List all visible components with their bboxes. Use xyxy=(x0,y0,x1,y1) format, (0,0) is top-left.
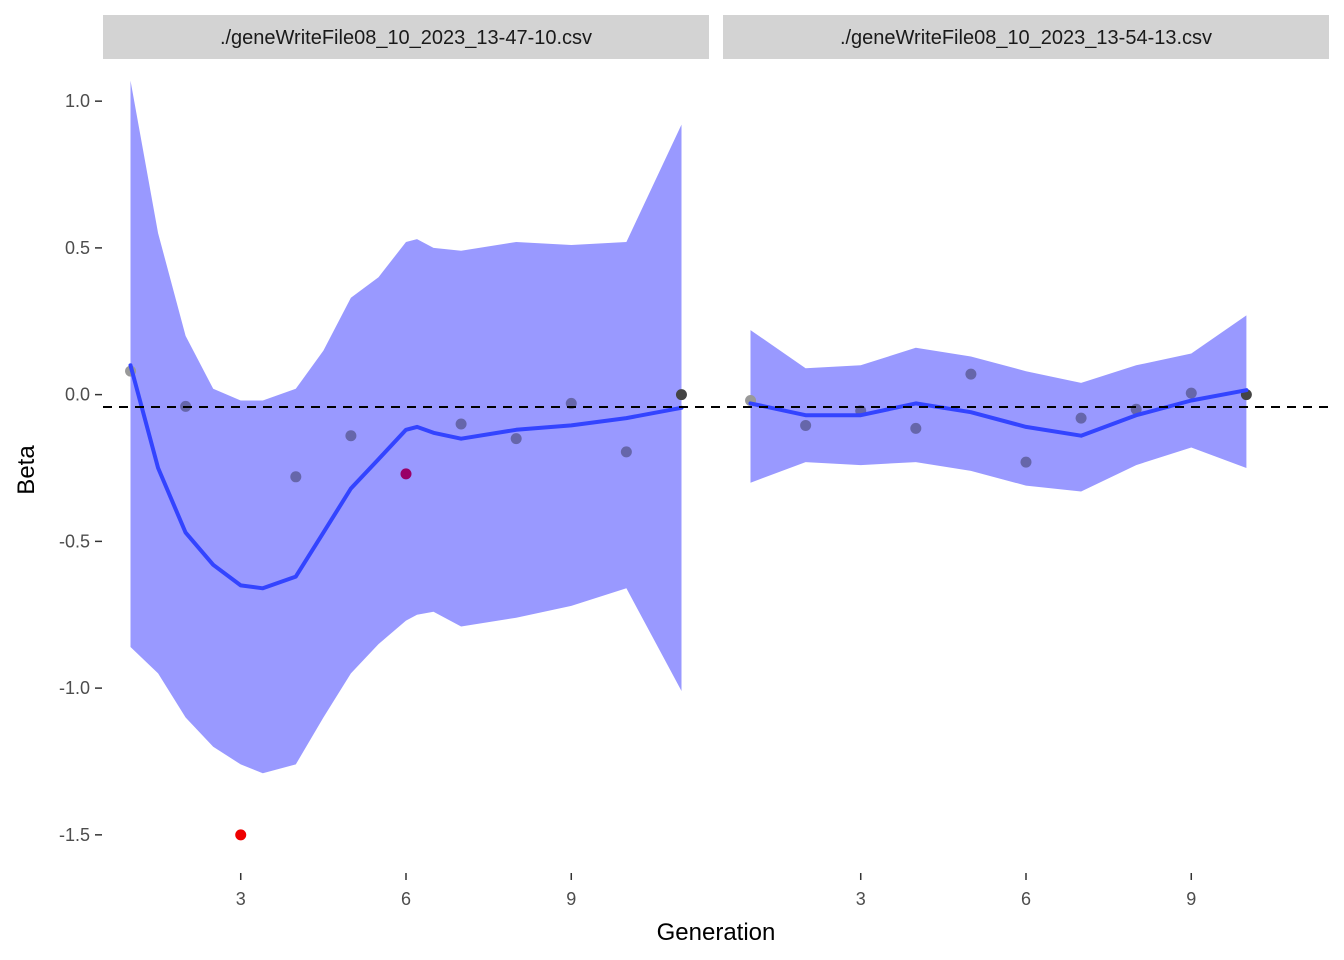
y-tick-label: 1.0 xyxy=(65,91,90,111)
y-axis-title: Beta xyxy=(13,445,40,495)
y-axis: 1.0 0.5 0.0 -0.5 -1.0 -1.5 xyxy=(59,91,102,845)
smooth-line xyxy=(128,363,684,591)
data-point xyxy=(400,468,412,480)
x-tick-label: 3 xyxy=(856,889,866,909)
facet-strip-background xyxy=(723,15,1329,59)
data-point xyxy=(510,433,522,445)
y-tick-label: 0.0 xyxy=(65,385,90,405)
facet-strip-label: ./geneWriteFile08_10_2023_13-54-13.csv xyxy=(840,27,1212,49)
y-tick-label: -0.5 xyxy=(59,531,90,551)
data-point xyxy=(345,430,357,442)
facet-strip: ./geneWriteFile08_10_2023_13-54-13.csv xyxy=(723,15,1329,59)
x-tick-label: 6 xyxy=(401,889,411,909)
confidence-ribbon xyxy=(750,315,1247,492)
confidence-ribbon xyxy=(130,80,682,774)
facet-strip-label: ./geneWriteFile08_10_2023_13-47-10.csv xyxy=(220,27,592,49)
data-point xyxy=(290,471,302,483)
data-point xyxy=(620,446,632,458)
data-point xyxy=(675,389,687,401)
data-point xyxy=(1075,412,1087,424)
data-point xyxy=(910,422,922,434)
x-axis-title: Generation xyxy=(657,919,776,946)
data-point xyxy=(1185,387,1197,399)
data-point xyxy=(1020,456,1032,468)
y-tick-label: -1.0 xyxy=(59,678,90,698)
x-axis: 3 6 9 xyxy=(856,873,1196,909)
x-tick-label: 9 xyxy=(1186,889,1196,909)
x-tick-label: 6 xyxy=(1021,889,1031,909)
facet-panel-1: ./geneWriteFile08_10_2023_13-47-10.csv 3 6… xyxy=(103,15,709,909)
data-point xyxy=(965,368,977,380)
data-point xyxy=(800,419,812,431)
facet-strip-background xyxy=(103,15,709,59)
facet-strip: ./geneWriteFile08_10_2023_13-47-10.csv xyxy=(103,15,709,59)
y-tick-label: 0.5 xyxy=(65,238,90,258)
facet-panel-2: ./geneWriteFile08_10_2023_13-54-13.csv 3 6… xyxy=(723,15,1329,909)
data-point xyxy=(455,418,467,430)
x-tick-label: 3 xyxy=(236,889,246,909)
x-tick-label: 9 xyxy=(566,889,576,909)
x-axis: 3 6 9 xyxy=(236,873,576,909)
y-tick-label: -1.5 xyxy=(59,825,90,845)
data-point xyxy=(235,829,247,841)
